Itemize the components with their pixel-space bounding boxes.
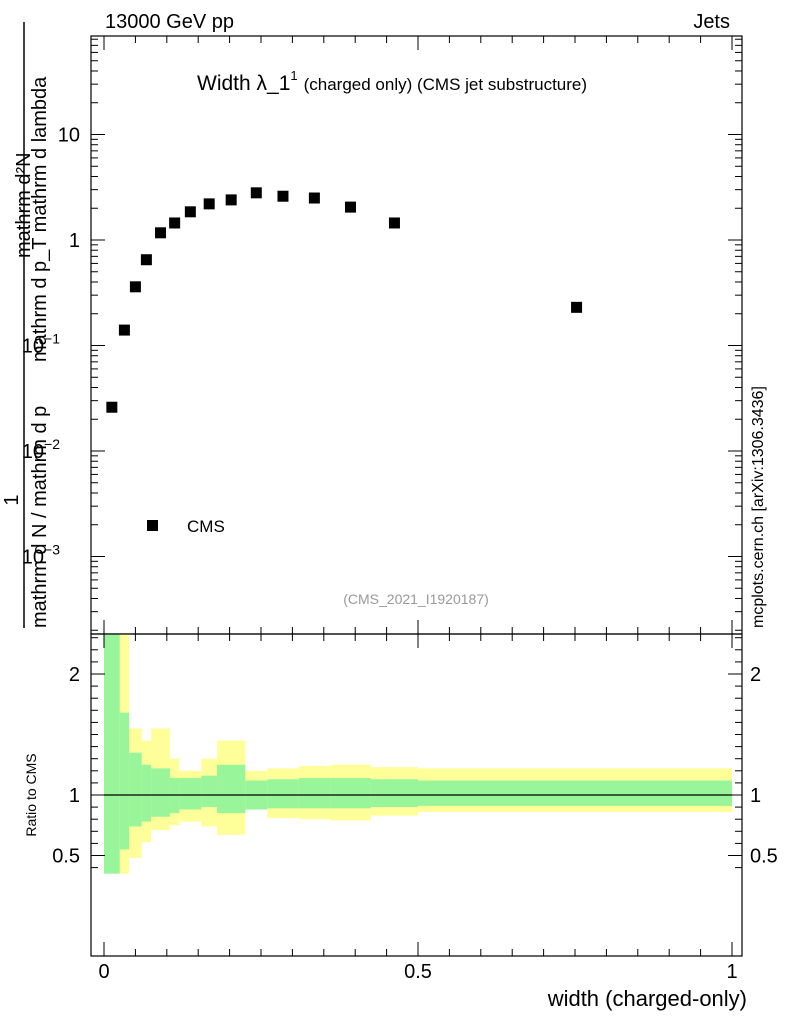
cms-data-point xyxy=(571,301,583,313)
x-tick-label: 0 xyxy=(98,961,109,983)
main-plot-frame xyxy=(90,35,743,635)
cms-data-point xyxy=(184,206,196,218)
plot-title: Width λ_11 (charged only) (CMS jet substr… xyxy=(197,68,587,95)
legend-marker xyxy=(147,520,158,531)
cms-data-point xyxy=(225,194,237,206)
inner-uncertainty-band xyxy=(151,768,170,817)
y-label-right-denominator: mathrm d p_T mathrm d lambda xyxy=(29,76,51,362)
cms-data-point xyxy=(308,192,320,204)
energy-label: 13000 GeV pp xyxy=(105,11,234,33)
main-y-tick-label: 10−3 xyxy=(22,542,60,569)
ratio-y-label: Ratio to CMS xyxy=(23,753,39,836)
x-axis-label: width (charged-only) xyxy=(547,986,747,1011)
main-y-tick-label: 10−1 xyxy=(22,331,60,358)
main-y-axis-label: 1 mathrm d N / mathrm d p mathrm d²N mat… xyxy=(1,22,51,628)
x-tick-label: 1 xyxy=(726,961,737,983)
plot-title-suffix: (charged only) (CMS jet substructure) xyxy=(304,75,587,94)
ratio-bands xyxy=(104,634,732,874)
cms-data-point xyxy=(169,217,181,229)
ratio-y-tick-label-right: 0.5 xyxy=(750,846,778,868)
inner-uncertainty-band xyxy=(370,779,418,808)
y-label-numerator: 1 xyxy=(1,494,23,505)
inner-uncertainty-band xyxy=(418,780,732,806)
mcplots-credit: mcplots.cern.ch [arXiv:1306.3436] xyxy=(750,386,767,628)
inner-uncertainty-band xyxy=(104,634,120,874)
cms-data-point xyxy=(118,324,130,336)
main-y-tick-label: 10 xyxy=(58,125,80,147)
cms-data-point xyxy=(344,201,356,213)
process-label: Jets xyxy=(693,11,730,33)
ratio-y-tick-label-left: 1 xyxy=(69,785,80,807)
inner-uncertainty-band xyxy=(330,778,371,809)
legend-label: CMS xyxy=(187,517,225,536)
ratio-y-tick-label-left: 0.5 xyxy=(52,846,80,868)
inner-uncertainty-band xyxy=(169,778,180,814)
ratio-y-tick-label-right: 1 xyxy=(750,785,761,807)
main-y-tick-label: 1 xyxy=(69,230,80,252)
cms-data-point xyxy=(250,187,262,199)
cms-data-point xyxy=(388,217,400,229)
main-axis-ticks xyxy=(91,36,742,634)
ratio-y-tick-labels: 0.5 0.5 1 1 2 2 xyxy=(52,664,778,868)
ratio-y-tick-label-right: 2 xyxy=(750,664,761,686)
ratio-y-tick-label-left: 2 xyxy=(69,664,80,686)
ratio-axis-ticks xyxy=(91,634,742,956)
ratio-x-tick-labels: 0 0.5 1 xyxy=(98,961,737,983)
inner-uncertainty-band xyxy=(217,764,246,814)
y-label-right-numerator: mathrm d²N xyxy=(13,152,35,258)
cms-data-point xyxy=(203,198,215,210)
inner-uncertainty-band xyxy=(141,764,152,822)
x-tick-label: 0.5 xyxy=(404,961,432,983)
y-label-denominator: mathrm d N / mathrm d p xyxy=(29,406,51,628)
main-y-tick-labels: 10 1 10−1 10−2 10−3 xyxy=(22,125,80,569)
inner-uncertainty-band xyxy=(179,778,202,810)
cms-data-point xyxy=(140,254,152,266)
cms-data-point xyxy=(277,190,289,202)
inner-uncertainty-band xyxy=(129,752,142,827)
analysis-id: (CMS_2021_I1920187) xyxy=(343,591,489,607)
cms-data-point xyxy=(106,401,118,413)
cms-data-point xyxy=(129,281,141,293)
plot-title-sup: 1 xyxy=(290,68,297,83)
cms-markers xyxy=(106,187,583,413)
main-y-tick-label: 10−2 xyxy=(22,436,60,463)
inner-uncertainty-band xyxy=(298,778,331,809)
plot-title-main: Width λ_1 xyxy=(197,72,290,95)
inner-uncertainty-band xyxy=(267,779,299,809)
inner-uncertainty-band xyxy=(119,712,130,850)
cms-data-point xyxy=(155,227,167,239)
inner-uncertainty-band xyxy=(201,775,218,808)
